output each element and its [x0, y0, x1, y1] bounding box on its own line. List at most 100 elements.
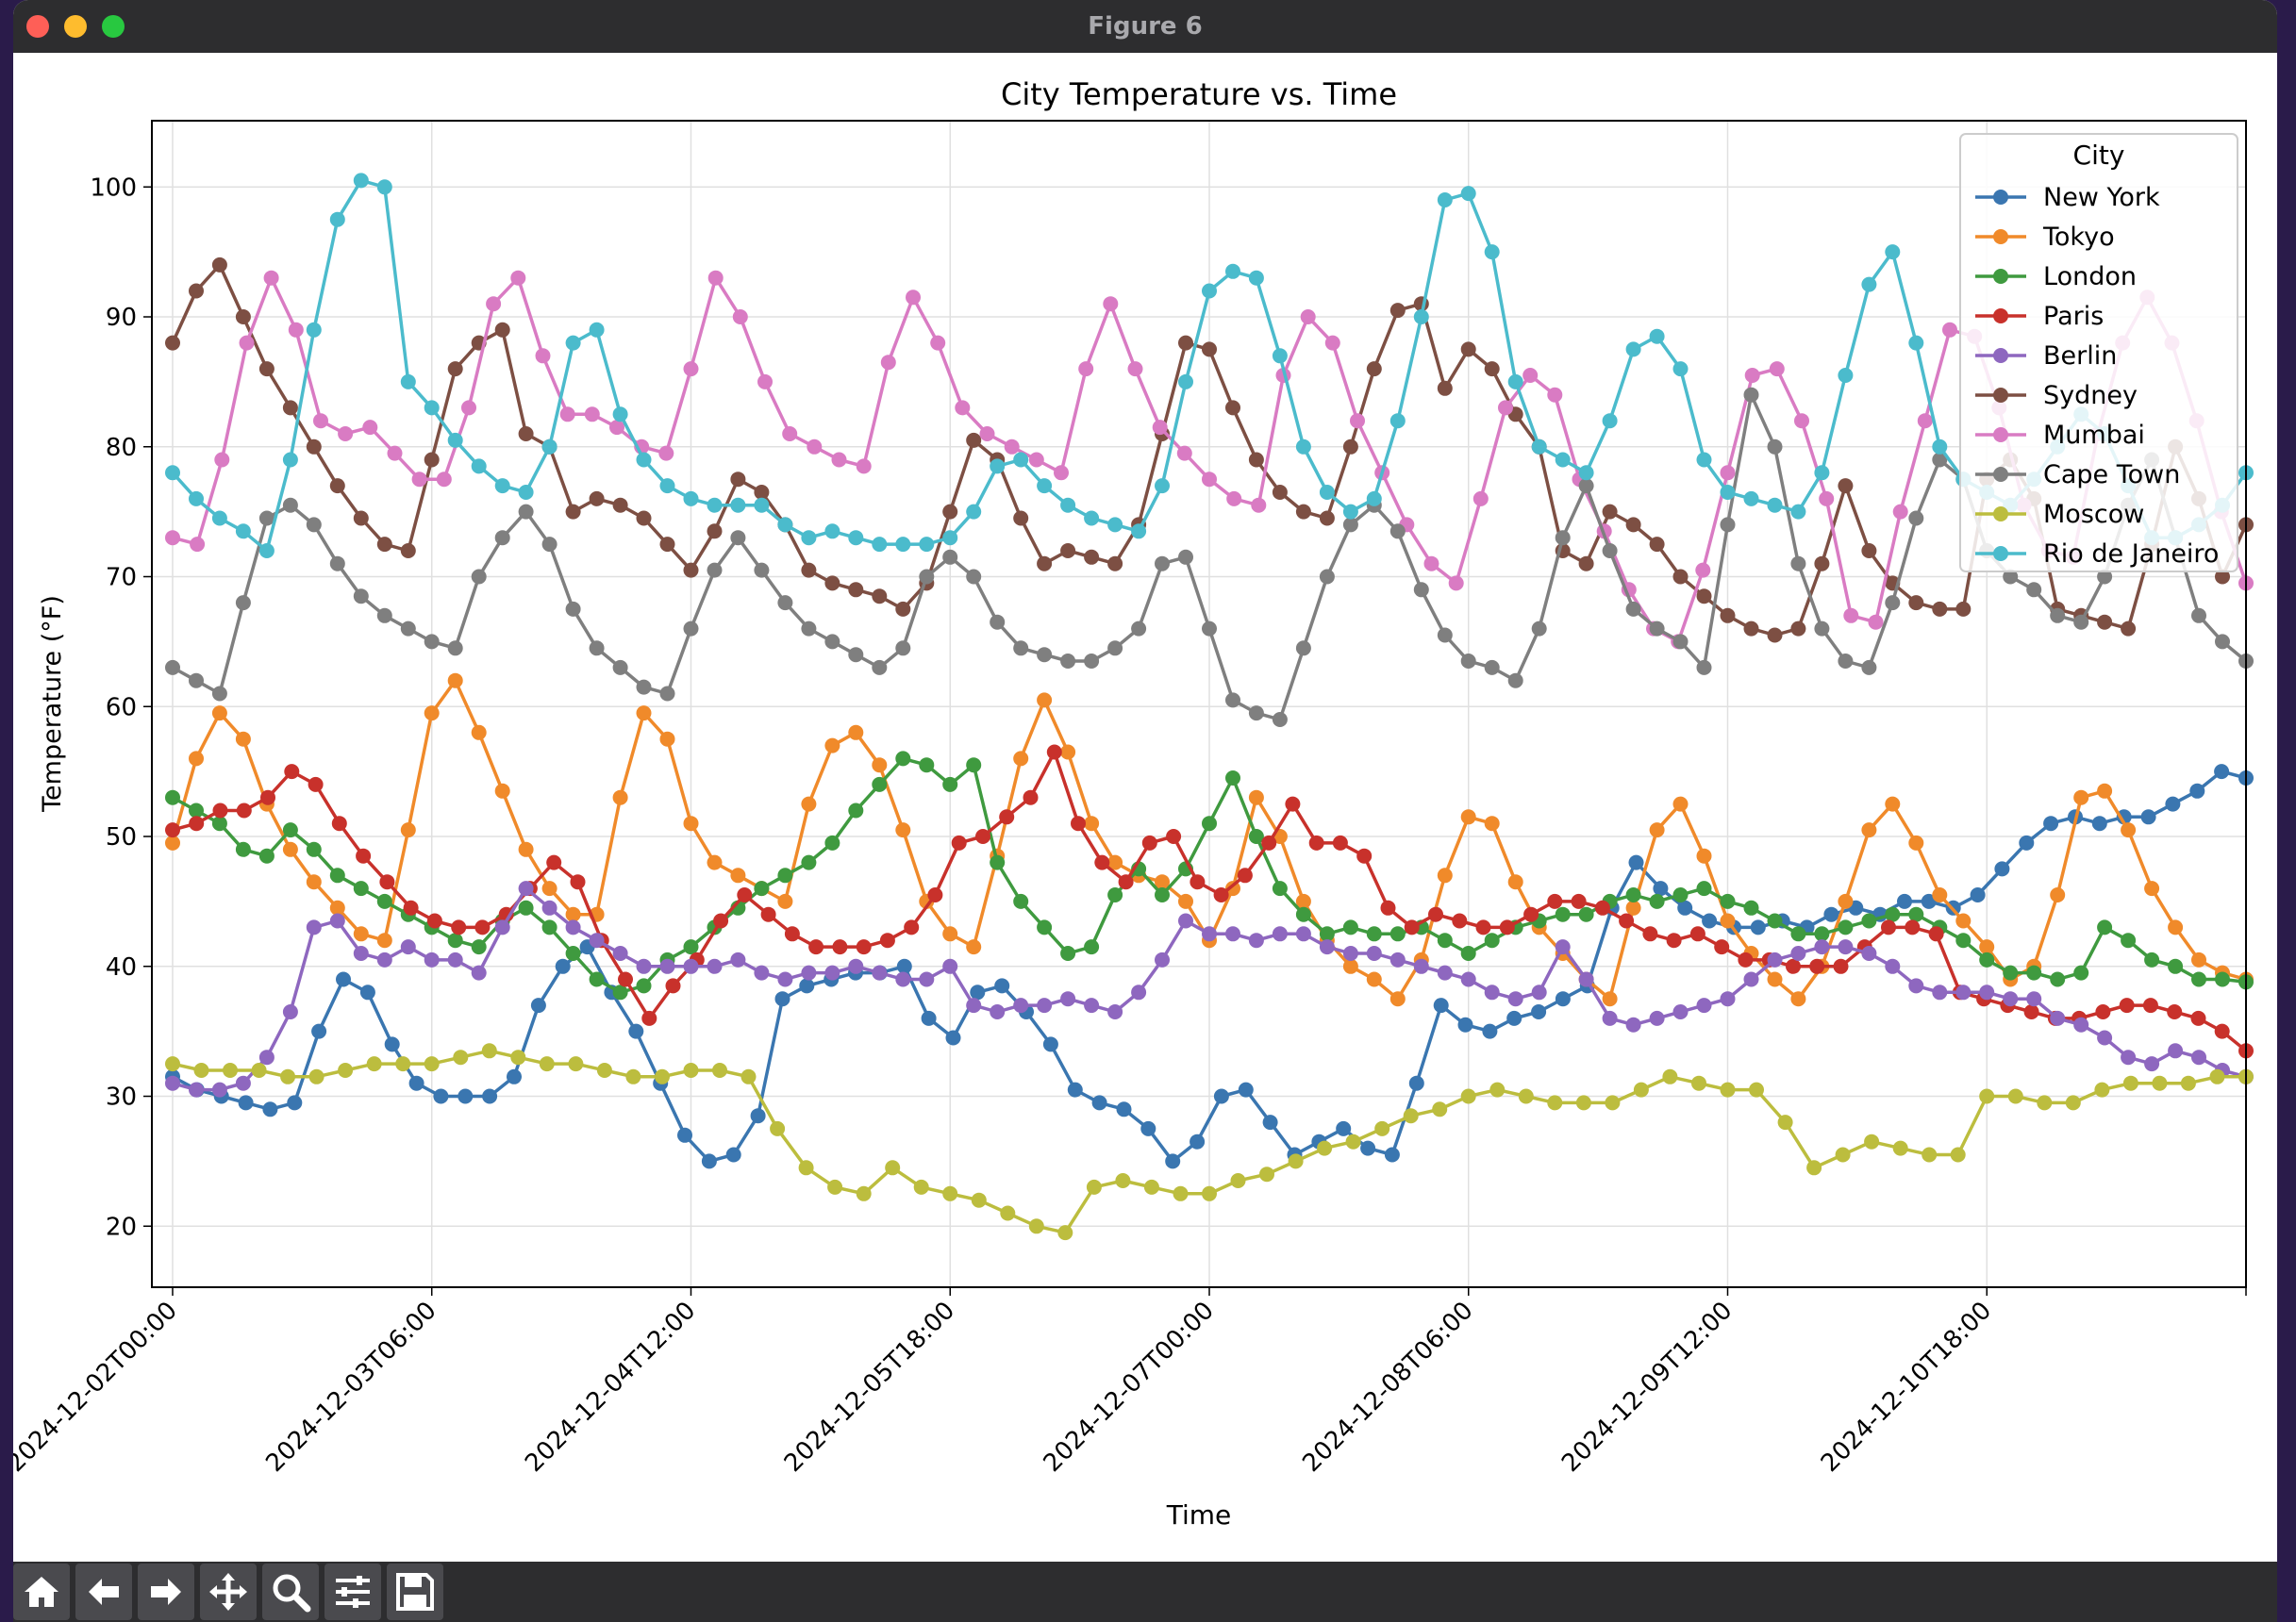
minimize-window-button[interactable] [64, 15, 87, 38]
data-point [1380, 900, 1396, 916]
data-point [2073, 614, 2089, 630]
data-point [1578, 971, 1594, 987]
data-point [712, 1063, 727, 1078]
data-point [518, 426, 534, 441]
data-point [1908, 595, 1924, 611]
back-button[interactable] [75, 1564, 132, 1620]
zoom-button[interactable] [262, 1564, 319, 1620]
data-point [1060, 654, 1076, 669]
data-point [801, 562, 817, 578]
data-point [541, 919, 557, 935]
figure-canvas[interactable]: 20 30 40 50 60 70 80 90 100 2024-12-02T00:00 2024… [13, 53, 2277, 1562]
data-point [665, 978, 681, 994]
data-point [1767, 971, 1783, 987]
data-point [329, 868, 345, 884]
data-point [895, 601, 911, 617]
data-point [1602, 413, 1618, 429]
pan-button[interactable] [200, 1564, 257, 1620]
data-point [1522, 368, 1539, 383]
data-point [356, 848, 372, 864]
data-point [1084, 510, 1100, 526]
data-point [1790, 504, 1806, 520]
data-point [2097, 1030, 2113, 1046]
data-point [1928, 926, 1944, 942]
data-point [1345, 1134, 1361, 1150]
data-point [848, 958, 864, 974]
data-point [990, 614, 1006, 630]
data-point [541, 439, 557, 455]
data-point [1086, 1179, 1102, 1195]
data-point [683, 361, 699, 377]
close-window-button[interactable] [26, 15, 49, 38]
data-point [1696, 659, 1712, 675]
data-point [384, 1036, 400, 1052]
data-point [1838, 919, 1854, 935]
data-point [2003, 569, 2019, 585]
configure-subplots-button[interactable] [324, 1564, 381, 1620]
data-point [1248, 452, 1264, 468]
chart-title: City Temperature vs. Time [1001, 76, 1397, 112]
data-point [683, 490, 699, 506]
data-point [1319, 569, 1335, 585]
data-point [1955, 933, 1972, 949]
data-point [1571, 893, 1587, 909]
home-button[interactable] [13, 1564, 70, 1620]
data-point [165, 530, 180, 546]
data-point [1057, 1225, 1073, 1241]
data-point [1131, 985, 1147, 1001]
data-point [282, 497, 298, 513]
data-point [1037, 919, 1053, 935]
data-point [904, 919, 920, 935]
data-point [1103, 296, 1119, 312]
legend-marker [1993, 348, 2008, 363]
title-bar: Figure 6 [13, 0, 2277, 53]
data-point [777, 893, 793, 909]
data-point [403, 900, 419, 916]
data-point [288, 322, 304, 338]
data-point [1308, 835, 1324, 851]
data-point [1602, 504, 1618, 520]
data-point [387, 445, 403, 461]
data-point [447, 952, 463, 968]
data-point [856, 1185, 872, 1201]
save-button[interactable] [387, 1564, 443, 1620]
data-point [2140, 809, 2156, 825]
data-point [1295, 640, 1311, 656]
data-point [474, 919, 491, 935]
data-point [541, 881, 557, 897]
data-point [2026, 582, 2042, 598]
maximize-window-button[interactable] [102, 15, 125, 38]
data-point [1000, 1205, 1016, 1221]
data-point [424, 705, 440, 721]
x-tick-label: 2024-12-07T00:00 [1039, 1297, 1220, 1478]
data-point [1155, 555, 1170, 571]
forward-button[interactable] [138, 1564, 194, 1620]
data-point [1143, 1179, 1159, 1195]
data-point [447, 672, 463, 688]
data-point [798, 1160, 814, 1176]
data-point [2121, 621, 2137, 637]
data-point [1226, 490, 1242, 506]
data-point [359, 985, 375, 1001]
data-point [2050, 971, 2066, 987]
data-point [774, 991, 790, 1007]
data-point [2144, 1056, 2160, 1072]
data-point [2116, 809, 2132, 825]
data-point [1060, 543, 1076, 558]
data-point [827, 1179, 843, 1195]
data-point [1046, 744, 1062, 760]
data-point [189, 1082, 204, 1098]
data-point [1300, 309, 1316, 324]
data-point [447, 640, 463, 656]
data-point [1413, 958, 1429, 974]
data-point [1720, 485, 1736, 500]
data-point [1531, 1004, 1547, 1019]
data-point [1744, 368, 1760, 383]
data-point [2026, 965, 2042, 981]
data-point [1602, 991, 1618, 1007]
data-point [1628, 854, 1644, 870]
data-point [2050, 887, 2066, 902]
data-point [659, 686, 675, 702]
data-point [1743, 971, 1759, 987]
data-point [1248, 789, 1264, 805]
